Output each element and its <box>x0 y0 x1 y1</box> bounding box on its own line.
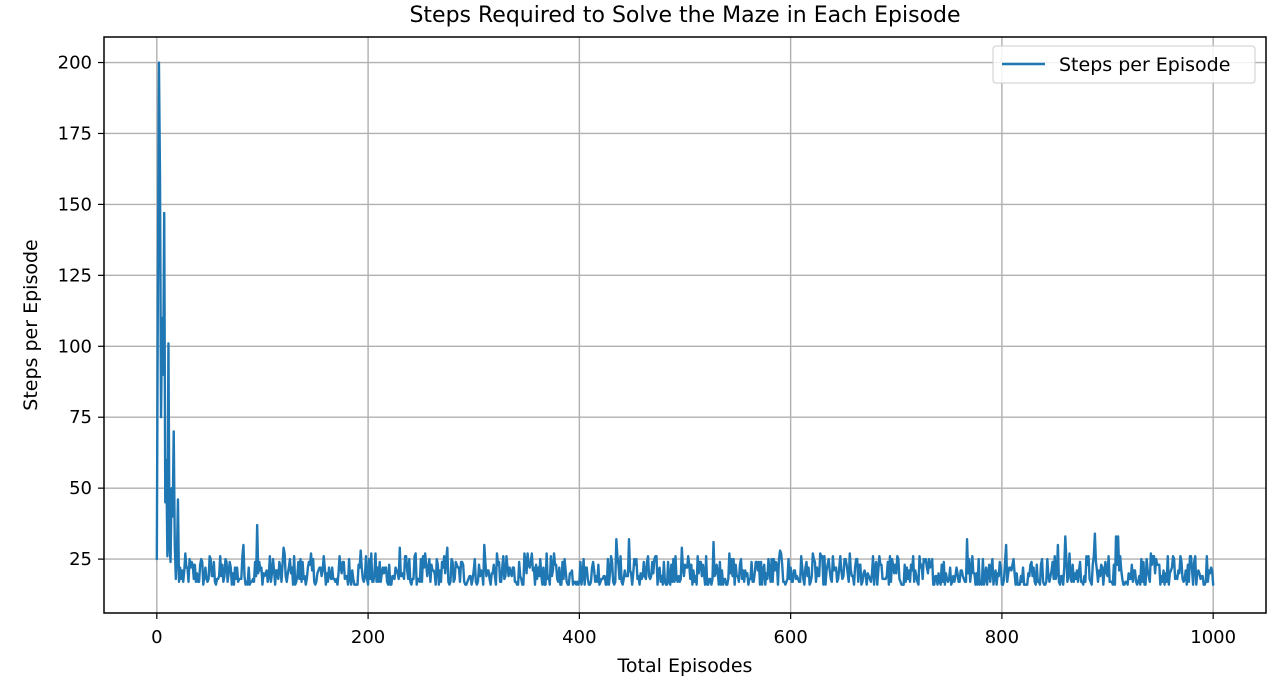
y-tick-label: 75 <box>69 407 92 428</box>
plot-area <box>155 61 1215 586</box>
y-tick-label: 100 <box>58 336 92 357</box>
x-axis-label: Total Episodes <box>617 655 753 677</box>
legend-box <box>992 45 1256 84</box>
x-tick-label: 0 <box>151 627 162 648</box>
y-tick-label: 175 <box>58 123 92 144</box>
plot-frame <box>103 36 1267 614</box>
x-tick-label: 200 <box>351 627 385 648</box>
y-axis-label: Steps per Episode <box>20 239 42 410</box>
y-tick-label: 125 <box>58 265 92 286</box>
axis-ticks: 0 200 400 600 800 1000 25 50 75 100 125 150 175 200 <box>58 53 1236 648</box>
x-tick-label: 400 <box>562 627 596 648</box>
series-line-steps-per-episode <box>155 61 1215 586</box>
y-tick-label: 50 <box>69 478 92 499</box>
y-tick-label: 25 <box>69 549 92 570</box>
x-tick-label: 1000 <box>1190 627 1236 648</box>
x-tick-label: 800 <box>985 627 1019 648</box>
legend: Steps per Episode <box>992 45 1256 84</box>
legend-label: Steps per Episode <box>1059 54 1230 76</box>
y-tick-label: 200 <box>58 53 92 74</box>
y-tick-label: 150 <box>58 194 92 215</box>
x-tick-label: 600 <box>773 627 807 648</box>
chart-title: Steps Required to Solve the Maze in Each… <box>409 3 960 28</box>
